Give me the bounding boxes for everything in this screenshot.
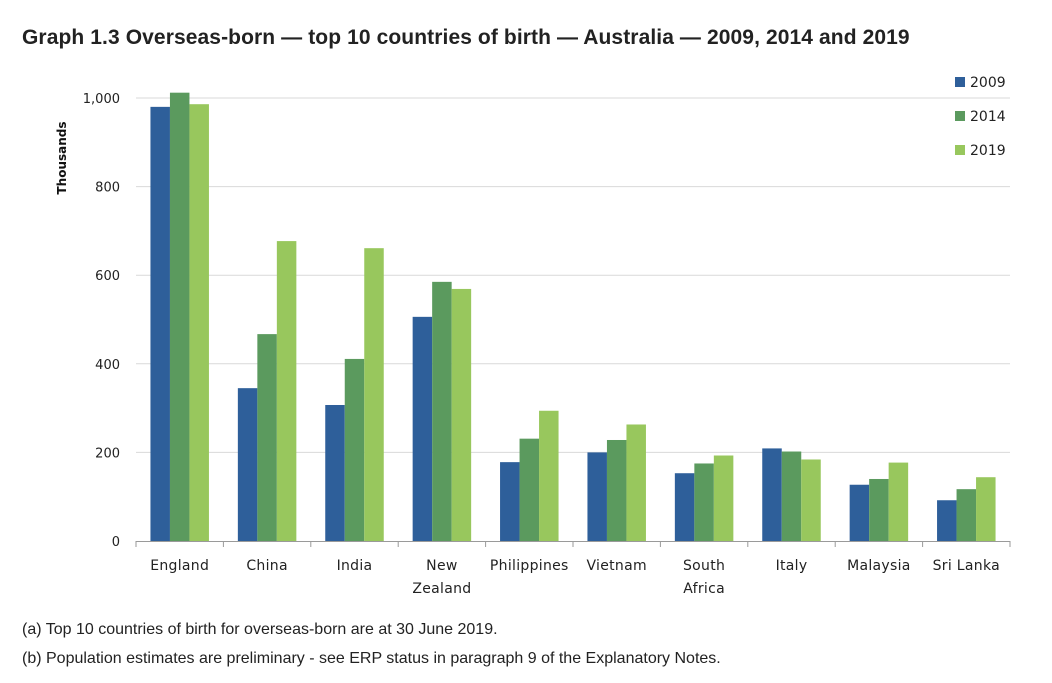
x-category-label: Italy [776,558,808,574]
bar-2009 [587,452,607,541]
y-tick-label: 200 [95,446,120,461]
bar-2014 [956,489,977,541]
x-category-label: South [683,558,725,574]
bar-2009 [937,500,957,541]
x-category-label: Zealand [412,581,471,597]
x-category-label: Malaysia [847,558,911,574]
bar-2019 [189,104,209,542]
bar-2019 [451,288,472,541]
bar-2014 [432,281,452,541]
bar-2009 [412,316,433,541]
bar-2014 [869,478,889,541]
bar-2009 [150,106,170,542]
x-category-label: Africa [683,581,725,597]
chart-title: Graph 1.3 Overseas-born — top 10 countri… [22,26,910,49]
y-tick-label: 400 [95,358,120,373]
legend-label: 2019 [970,143,1006,159]
bar-2009 [762,448,782,541]
bar-2019 [713,455,734,541]
x-category-label: China [246,558,288,574]
y-axis-title: Thousands [55,121,69,194]
legend-swatch-2019 [955,145,965,155]
bar-2019 [976,477,996,541]
y-tick-label: 800 [95,181,120,196]
footnote-b: (b) Population estimates are preliminary… [22,650,721,667]
legend-swatch-2009 [955,77,965,87]
footnote-a: (a) Top 10 countries of birth for overse… [22,621,498,638]
x-category-label: New [426,558,457,574]
bar-2019 [626,424,646,541]
bar-2009 [674,473,695,541]
bar-2019 [276,241,297,542]
bar-2019 [888,462,909,541]
bar-2014 [257,334,277,541]
x-category-label: Vietnam [586,558,646,574]
bar-2009 [325,404,345,541]
y-tick-label: 600 [95,269,120,284]
bar-2009 [237,388,258,541]
y-tick-label: 0 [112,535,120,550]
bar-2014 [694,463,714,541]
bar-2009 [500,462,520,541]
legend-label: 2014 [970,109,1006,125]
bar-2014 [344,358,365,541]
bar-2014 [169,92,190,542]
bar-2014 [781,451,802,541]
bar-2014 [519,438,540,541]
bar-2009 [849,484,870,541]
x-category-label: Sri Lanka [933,558,1000,574]
bar-2019 [364,248,384,541]
x-category-label: Philippines [490,558,569,574]
bar-2019 [801,459,821,541]
bar-2014 [606,439,627,541]
y-tick-label: 1,000 [83,92,120,107]
x-category-label: England [150,558,209,574]
x-category-label: India [337,558,373,574]
legend-label: 2009 [970,75,1006,91]
legend-swatch-2014 [955,111,965,121]
bar-2019 [539,410,559,541]
